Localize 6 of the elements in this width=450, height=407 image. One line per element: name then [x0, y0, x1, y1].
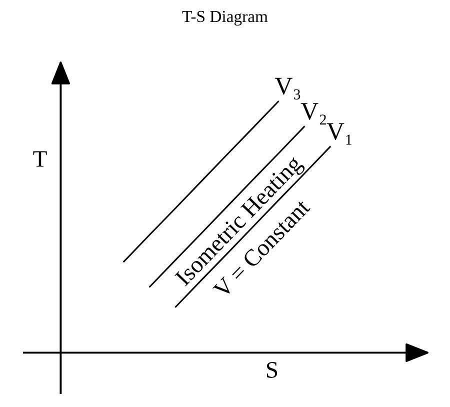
series-label: V₁: [326, 123, 352, 145]
chart-title: T-S Diagram: [182, 10, 268, 26]
x-axis-title: S: [267, 362, 278, 378]
series-label: V₂: [300, 103, 326, 125]
series-label: V₃: [274, 78, 300, 100]
y-axis-title: T: [33, 151, 47, 167]
